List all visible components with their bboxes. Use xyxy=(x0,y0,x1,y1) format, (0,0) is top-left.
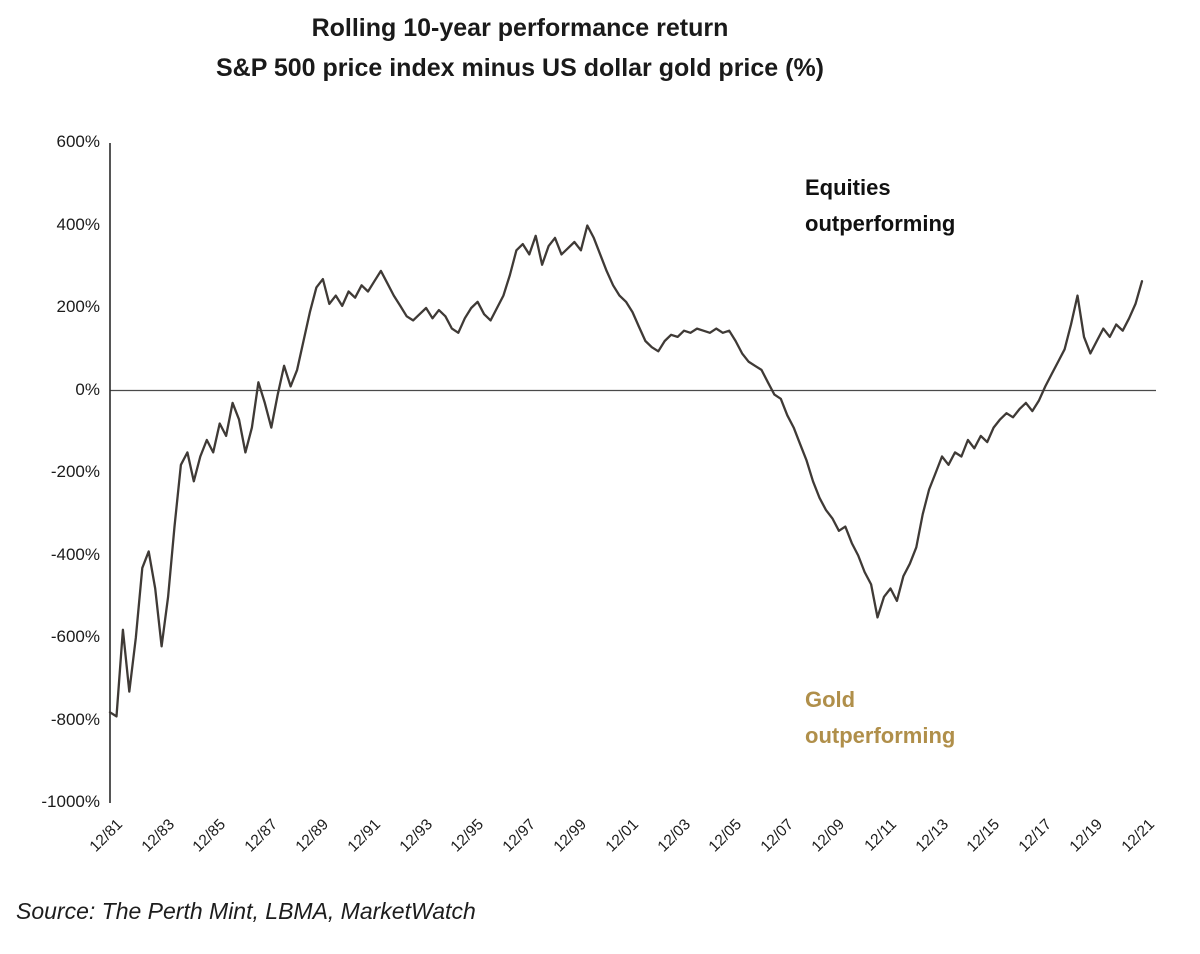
y-tick-label: 400% xyxy=(56,214,100,234)
annotation-gold-line1: Gold xyxy=(805,687,856,712)
y-tick-label: 600% xyxy=(56,132,100,151)
y-tick-label: 0% xyxy=(75,379,100,399)
y-tick-label: -200% xyxy=(50,462,100,481)
y-tick-label: -800% xyxy=(50,709,100,729)
chart-title-line1: Rolling 10-year performance return xyxy=(311,14,729,42)
annotation-equities-line2: outperforming xyxy=(805,211,956,236)
chart-title: Rolling 10-year performance return S&P 5… xyxy=(0,8,1040,88)
annotation-gold-line2: outperforming xyxy=(805,723,956,748)
y-tick-label: -1000% xyxy=(41,792,100,811)
annotation-equities-line1: Equities xyxy=(805,175,891,200)
y-tick-label: -400% xyxy=(50,544,100,564)
annotation-equities: Equities outperforming xyxy=(805,170,955,242)
performance-line xyxy=(108,224,1144,718)
y-tick-label: -600% xyxy=(50,627,100,646)
chart-title-line2: S&P 500 price index minus US dollar gold… xyxy=(215,54,825,82)
y-tick-label: 200% xyxy=(56,297,100,316)
source-caption: Source: The Perth Mint, LBMA, MarketWatc… xyxy=(16,898,476,924)
annotation-gold: Gold outperforming xyxy=(805,682,955,754)
